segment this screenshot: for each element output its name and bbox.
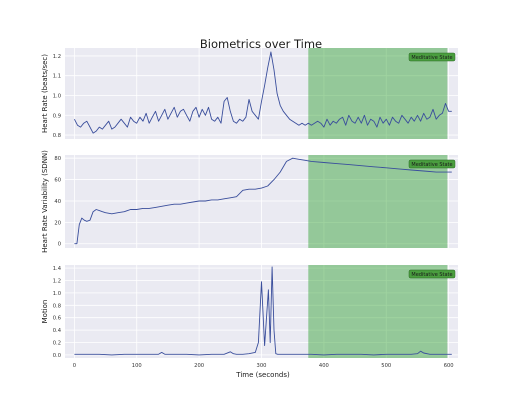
series-line xyxy=(74,51,452,134)
y-tick-label: 0.8 xyxy=(53,303,61,309)
x-tick-label: 500 xyxy=(381,363,391,369)
legend-label: Meditative State xyxy=(411,55,452,61)
legend-badge xyxy=(408,52,456,62)
y-tick-label: 1.0 xyxy=(53,291,61,297)
legend-badge xyxy=(408,269,456,279)
x-tick-label: 0 xyxy=(73,363,76,369)
y-tick-label: 80 xyxy=(54,156,61,162)
meditative-region xyxy=(308,265,448,358)
panel-3: Meditative State 0.0 0.2 0.4 0.6 0.8 1.0 1.2 1.4… xyxy=(41,265,458,369)
y-tick-label: 60 xyxy=(54,178,61,184)
x-tick-label: 400 xyxy=(319,363,329,369)
y-tick-label: 40 xyxy=(54,199,61,205)
y-tick-label: 0.4 xyxy=(53,328,62,334)
y-tick-label: 0.8 xyxy=(53,133,61,139)
y-tick-label: 1.0 xyxy=(53,93,61,99)
panel-1: Meditative State 0.8 0.9 1.0 1.1 1.2 Heart Rat… xyxy=(41,48,458,139)
series-line xyxy=(74,157,452,245)
y-axis-label: Heart Rate (beats/sec) xyxy=(41,54,49,133)
y-tick-label: 0.0 xyxy=(53,353,61,359)
meditative-region xyxy=(308,155,448,248)
y-axis-label: Motion xyxy=(41,300,49,324)
y-tick-label: 0.6 xyxy=(53,316,61,322)
legend-label: Meditative State xyxy=(411,162,452,168)
y-tick-label: 1.2 xyxy=(53,54,61,60)
figure-title: Biometrics over Time xyxy=(200,37,322,51)
legend-badge xyxy=(408,159,456,169)
y-tick-label: 0.9 xyxy=(53,113,61,119)
y-tick-label: 20 xyxy=(54,220,61,226)
legend-label: Meditative State xyxy=(411,272,452,278)
x-tick-label: 300 xyxy=(257,363,267,369)
y-axis-label: Heart Rate Variability (SDNN) xyxy=(41,150,49,253)
panel-2: Meditative State 0 20 40 60 80 Heart Rate Vari… xyxy=(41,150,458,253)
x-tick-label: 200 xyxy=(194,363,204,369)
y-tick-label: 0 xyxy=(58,242,61,248)
y-tick-label: 0.2 xyxy=(53,341,61,347)
y-tick-label: 1.1 xyxy=(53,74,61,80)
y-tick-label: 1.2 xyxy=(53,279,61,285)
series-line xyxy=(74,266,452,356)
x-tick-label: 100 xyxy=(132,363,142,369)
chart-panels: Meditative State 0.8 0.9 1.0 1.1 1.2 Heart Rat… xyxy=(41,48,458,369)
x-axis-label: Time (seconds) xyxy=(235,371,290,379)
y-tick-label: 1.4 xyxy=(53,266,62,272)
x-tick-label: 600 xyxy=(444,363,454,369)
